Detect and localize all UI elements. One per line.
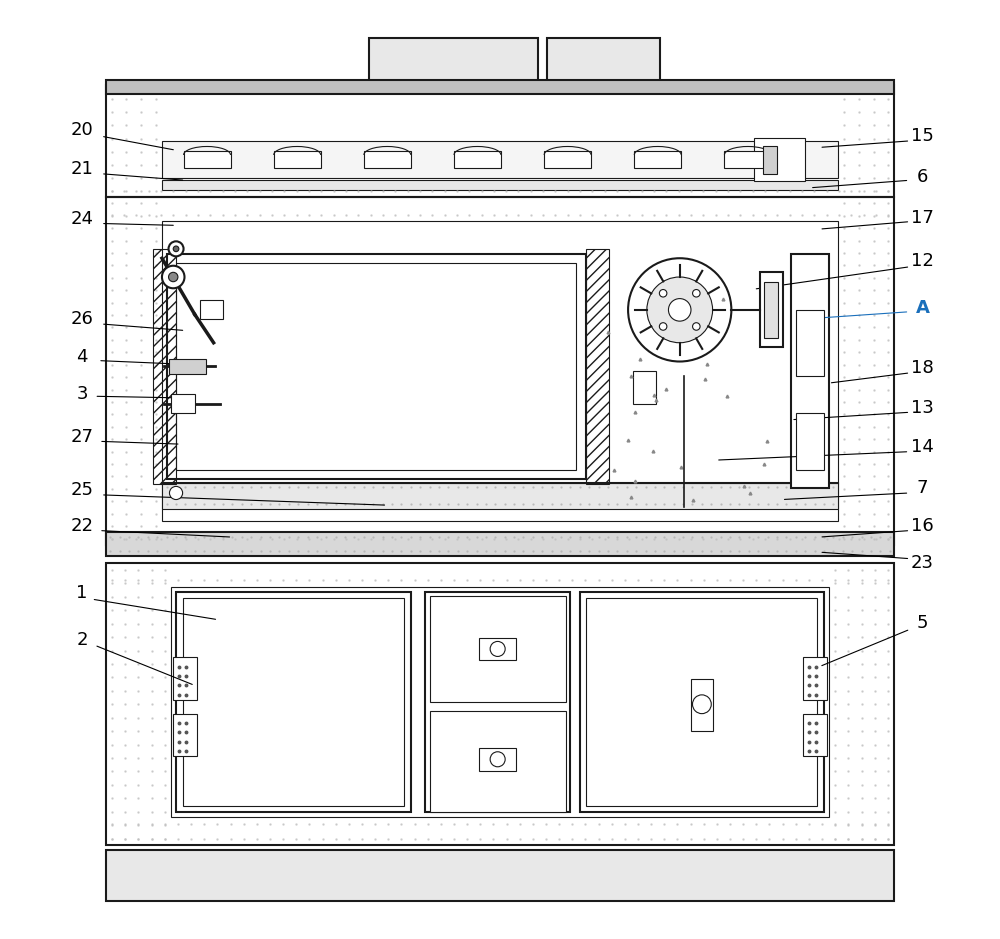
Circle shape	[173, 246, 179, 252]
Bar	[754, 138, 805, 181]
Bar	[454, 151, 501, 168]
Bar	[724, 151, 771, 168]
Bar	[760, 272, 783, 347]
Bar	[586, 249, 609, 484]
Text: 25: 25	[71, 481, 94, 500]
Text: 21: 21	[71, 160, 94, 178]
Bar	[171, 587, 829, 817]
Text: 4: 4	[76, 347, 88, 366]
Bar	[200, 300, 223, 319]
Text: 13: 13	[911, 398, 934, 417]
Bar	[586, 598, 817, 806]
Text: 16: 16	[911, 516, 934, 535]
Bar	[796, 310, 824, 376]
Bar	[106, 197, 894, 545]
Text: 24: 24	[71, 209, 94, 228]
Circle shape	[490, 641, 505, 656]
Bar	[425, 592, 570, 812]
Circle shape	[659, 323, 667, 331]
Bar	[162, 141, 838, 178]
Circle shape	[693, 289, 700, 297]
Bar	[430, 596, 566, 702]
Circle shape	[628, 258, 731, 362]
Bar	[369, 38, 538, 85]
Bar	[634, 151, 681, 168]
Circle shape	[169, 486, 183, 500]
Text: 12: 12	[911, 252, 934, 270]
Circle shape	[162, 266, 184, 288]
Text: A: A	[916, 299, 929, 317]
Bar	[691, 679, 713, 731]
Bar	[364, 151, 411, 168]
Text: 1: 1	[76, 584, 88, 603]
Bar	[176, 592, 411, 812]
Circle shape	[659, 289, 667, 297]
Bar	[153, 249, 176, 484]
Bar	[167, 254, 586, 479]
Bar	[106, 563, 894, 845]
Circle shape	[692, 695, 711, 714]
Bar	[479, 748, 516, 771]
Bar	[106, 80, 894, 94]
Bar	[183, 598, 404, 806]
Circle shape	[169, 241, 184, 256]
Bar	[430, 711, 566, 812]
Text: 15: 15	[911, 127, 934, 146]
Text: 18: 18	[911, 359, 934, 377]
Text: 6: 6	[917, 167, 928, 186]
Bar	[106, 850, 894, 901]
Bar	[162, 180, 838, 190]
Circle shape	[490, 752, 505, 767]
Bar	[796, 413, 824, 470]
Text: 14: 14	[911, 438, 934, 456]
Text: 5: 5	[917, 614, 928, 633]
Text: 7: 7	[917, 479, 928, 498]
Text: 22: 22	[71, 516, 94, 535]
Circle shape	[647, 277, 713, 343]
Bar	[106, 532, 894, 556]
Text: 17: 17	[911, 208, 934, 227]
Text: 2: 2	[76, 631, 88, 650]
Circle shape	[169, 272, 178, 282]
Bar	[173, 714, 197, 756]
Bar	[176, 263, 576, 470]
Bar	[803, 714, 827, 756]
Bar	[106, 85, 894, 197]
Circle shape	[668, 299, 691, 321]
Text: 26: 26	[71, 310, 94, 329]
Bar	[169, 359, 206, 374]
Bar	[580, 592, 824, 812]
Bar	[274, 151, 321, 168]
Bar	[544, 151, 591, 168]
Text: 27: 27	[71, 427, 94, 446]
Circle shape	[693, 323, 700, 331]
Bar	[803, 657, 827, 700]
Bar	[547, 38, 660, 85]
Bar	[171, 394, 195, 413]
Bar	[173, 657, 197, 700]
Bar	[479, 638, 516, 660]
Bar	[162, 483, 838, 509]
Bar	[763, 146, 777, 174]
Bar	[162, 221, 838, 521]
Bar	[633, 371, 656, 404]
Bar	[184, 151, 231, 168]
Text: 23: 23	[911, 554, 934, 573]
Text: 20: 20	[71, 120, 94, 139]
Bar	[791, 254, 829, 488]
Text: 3: 3	[76, 385, 88, 404]
Bar	[764, 282, 778, 338]
